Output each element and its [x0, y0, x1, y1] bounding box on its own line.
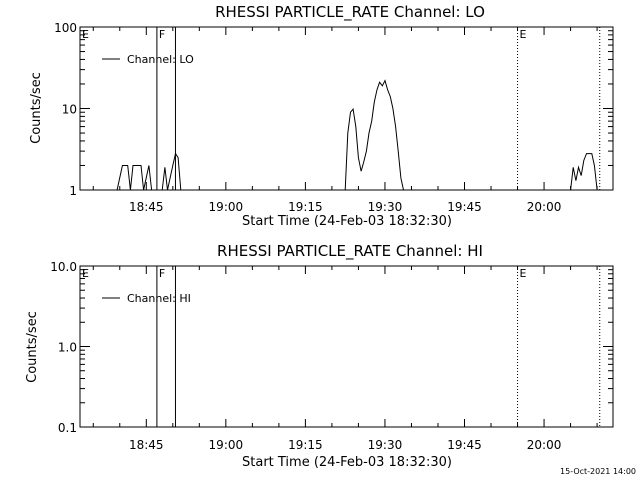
hi-x-tick-label: 19:45 — [447, 438, 482, 452]
lo-event-marker-label: F — [159, 28, 165, 41]
lo-series-line — [344, 79, 404, 191]
lo-series-line — [570, 153, 598, 191]
hi-chart-title: RHESSI PARTICLE_RATE Channel: HI — [217, 242, 483, 261]
hi-y-axis-label: Counts/sec — [25, 311, 40, 383]
lo-chart-title: RHESSI PARTICLE_RATE Channel: LO — [215, 3, 485, 22]
lo-y-tick-label: 10 — [62, 103, 77, 117]
lo-series-line — [116, 165, 153, 191]
lo-x-axis-label: Start Time (24-Feb-03 18:32:30) — [242, 214, 452, 229]
hi-x-axis-label: Start Time (24-Feb-03 18:32:30) — [242, 455, 452, 470]
hi-x-tick-label: 19:15 — [288, 438, 323, 452]
lo-y-tick-label: 1 — [69, 184, 77, 198]
hi-channel-panel: RHESSI PARTICLE_RATE Channel: HI Counts/… — [25, 242, 614, 470]
footer-timestamp: 15-Oct-2021 14:00 — [560, 467, 636, 476]
lo-x-tick-label: 19:45 — [447, 200, 482, 214]
lo-x-tick-label: 20:00 — [527, 200, 562, 214]
hi-y-tick-label: 10.0 — [50, 260, 77, 274]
hi-x-tick-label: 19:30 — [368, 438, 403, 452]
lo-series-line — [161, 152, 182, 191]
lo-legend-label: Channel: LO — [127, 53, 194, 66]
lo-y-axis-label: Counts/sec — [29, 72, 44, 144]
hi-x-tick-label: 18:45 — [129, 438, 164, 452]
hi-event-marker-label: E — [520, 267, 527, 280]
hi-y-tick-label: 0.1 — [58, 421, 77, 435]
hi-y-tick-label: 1.0 — [58, 341, 77, 355]
lo-event-marker-label: E — [520, 28, 527, 41]
lo-y-tick-label: 100 — [54, 21, 77, 35]
hi-event-marker-label: E — [82, 267, 89, 280]
hi-event-marker-label: F — [159, 267, 165, 280]
lo-x-tick-label: 19:15 — [288, 200, 323, 214]
lo-x-tick-label: 19:30 — [368, 200, 403, 214]
hi-chart-marks: 18:45 19:00 19:15 19:30 19:45 20:00 0.1 1.0 10.0… — [50, 260, 613, 452]
lo-chart-marks: 18:45 19:00 19:15 19:30 19:45 20:00 1 10 100 E F E — [54, 21, 613, 214]
lo-event-marker-label: E — [82, 28, 89, 41]
lo-channel-panel: RHESSI PARTICLE_RATE Channel: LO Counts/… — [29, 3, 614, 229]
hi-legend-label: Channel: HI — [127, 292, 191, 305]
hi-x-tick-label: 20:00 — [527, 438, 562, 452]
lo-x-tick-label: 18:45 — [129, 200, 164, 214]
hi-x-tick-label: 19:00 — [209, 438, 244, 452]
lo-x-tick-label: 19:00 — [209, 200, 244, 214]
